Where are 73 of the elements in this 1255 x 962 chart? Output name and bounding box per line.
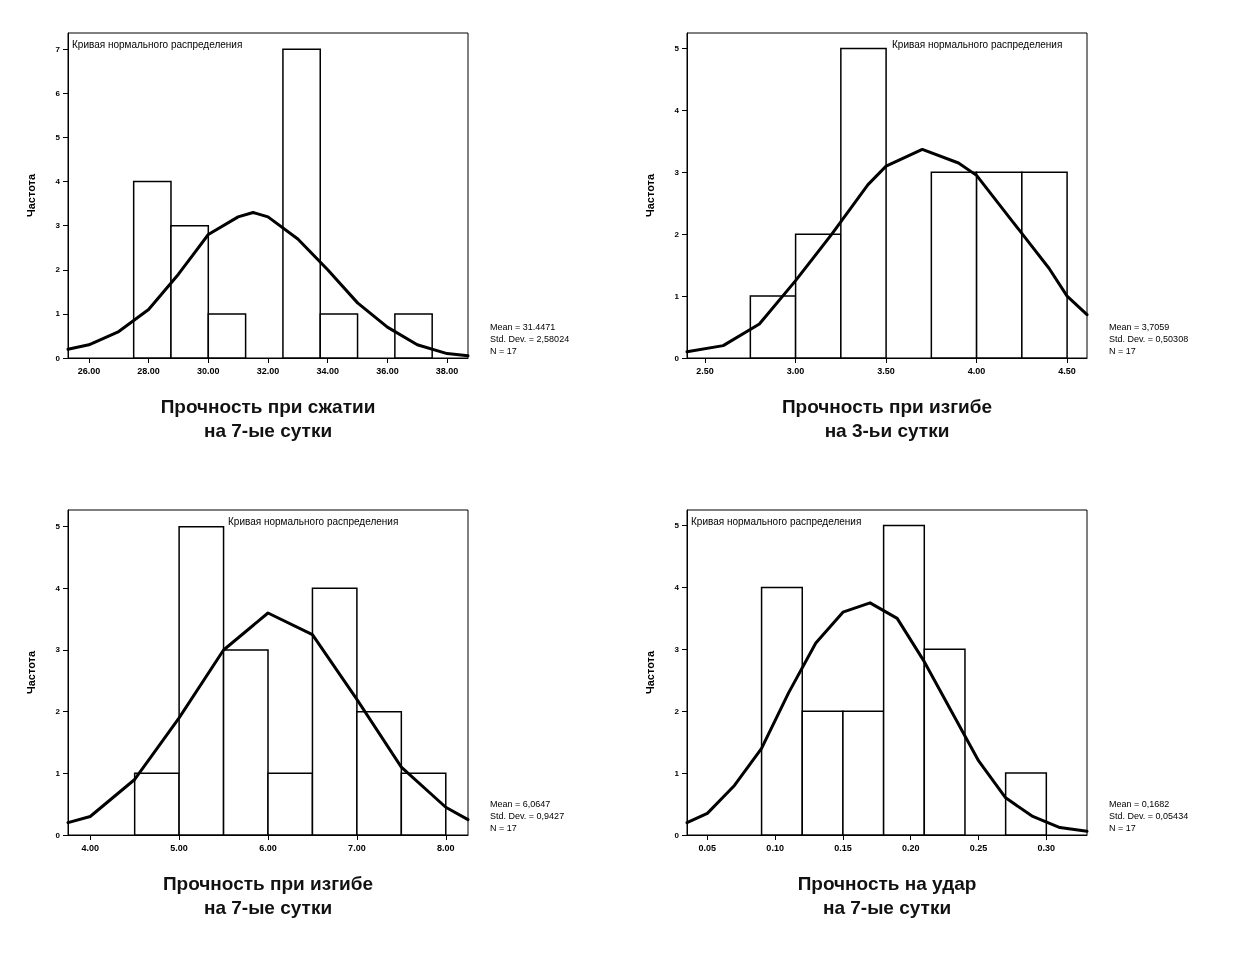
text: Mean = 3,7059 — [1109, 321, 1170, 332]
text: N = 17 — [1109, 345, 1136, 356]
x-tick-label: 32.00 — [256, 365, 280, 376]
x-tick-label: 2.50 — [696, 365, 714, 376]
x-tick-label: 6.00 — [259, 842, 277, 853]
y-tick-label: 5 — [55, 522, 61, 532]
x-tick-label: 3.00 — [786, 365, 805, 376]
x-tick-label: 28.00 — [137, 365, 160, 376]
x-tick-label: 4.00 — [967, 365, 986, 376]
y-tick-label: 0 — [55, 830, 61, 840]
annotation: Кривая нормального распределения — [228, 515, 399, 527]
text: Mean = 31.4471 — [490, 321, 556, 332]
y-tick-label: 5 — [55, 133, 61, 143]
y-tick-label: 4 — [674, 582, 680, 592]
y-tick-label: 5 — [674, 43, 680, 53]
y-tick-label: 1 — [55, 768, 61, 778]
y-tick-label: 1 — [674, 291, 680, 301]
x-tick-label: 30.00 — [197, 365, 220, 376]
y-tick-label: 3 — [55, 645, 61, 655]
x-tick-label: 0.15 — [834, 842, 852, 853]
y-tick-label: 2 — [674, 229, 680, 239]
text: Std. Dev. = 0,9427 — [490, 810, 565, 821]
x-axis-title: Прочность при сжатии на 7-ые сутки — [160, 395, 376, 441]
y-tick-label: 3 — [674, 644, 680, 654]
y-tick-label: 1 — [55, 309, 61, 319]
x-tick-label: 38.00 — [435, 365, 459, 376]
y-tick-label: 3 — [55, 221, 61, 231]
x-tick-label: 5.00 — [170, 842, 188, 853]
x-tick-label: 4.00 — [81, 842, 99, 853]
y-tick-label: 0 — [674, 353, 680, 363]
x-axis-title: Прочность при изгибе на 7-ые сутки — [162, 872, 374, 918]
y-tick-label: 1 — [674, 768, 680, 778]
x-axis-title: Прочность при изгибе на 3-ьи сутки — [781, 395, 993, 441]
text: N = 17 — [490, 822, 517, 833]
y-tick-label: 4 — [55, 177, 61, 187]
text: N = 17 — [1109, 822, 1136, 833]
annotation: Кривая нормального распределения — [72, 38, 243, 50]
text: Std. Dev. = 0,50308 — [1109, 333, 1189, 344]
y-tick-label: 7 — [55, 44, 61, 54]
x-tick-label: 36.00 — [376, 365, 399, 376]
x-tick-label: 26.00 — [77, 365, 101, 376]
x-tick-label: 8.00 — [437, 842, 455, 853]
text: Mean = 0,1682 — [1109, 798, 1170, 809]
x-tick-label: 0.25 — [969, 842, 988, 853]
x-tick-label: 0.10 — [766, 842, 784, 853]
y-axis-title: Частота — [643, 650, 656, 695]
y-tick-label: 2 — [55, 265, 61, 275]
x-tick-label: 7.00 — [348, 842, 366, 853]
y-tick-label: 2 — [55, 707, 61, 717]
y-tick-label: 2 — [674, 706, 680, 716]
y-tick-label: 5 — [674, 520, 680, 530]
x-tick-label: 34.00 — [316, 365, 339, 376]
x-tick-label: 3.50 — [877, 365, 895, 376]
y-tick-label: 4 — [55, 583, 61, 593]
x-tick-label: 0.05 — [698, 842, 717, 853]
y-tick-label: 0 — [55, 353, 61, 363]
text: Std. Dev. = 2,58024 — [490, 333, 570, 344]
annotation: Кривая нормального распределения — [691, 515, 862, 527]
y-axis-title: Частота — [24, 173, 37, 218]
y-axis-title: Частота — [24, 650, 37, 695]
y-tick-label: 4 — [674, 105, 680, 115]
text: Std. Dev. = 0,05434 — [1109, 810, 1189, 821]
y-tick-label: 0 — [674, 830, 680, 840]
annotation: Кривая нормального распределения — [892, 38, 1063, 50]
y-axis-title: Частота — [643, 173, 656, 218]
text: Mean = 6,0647 — [490, 798, 551, 809]
x-axis-title: Прочность на удар на 7-ые сутки — [797, 872, 977, 918]
y-tick-label: 6 — [55, 88, 61, 98]
x-tick-label: 0.30 — [1037, 842, 1056, 853]
x-tick-label: 4.50 — [1058, 365, 1076, 376]
y-tick-label: 3 — [674, 167, 680, 177]
text: N = 17 — [490, 345, 517, 356]
x-tick-label: 0.20 — [901, 842, 920, 853]
